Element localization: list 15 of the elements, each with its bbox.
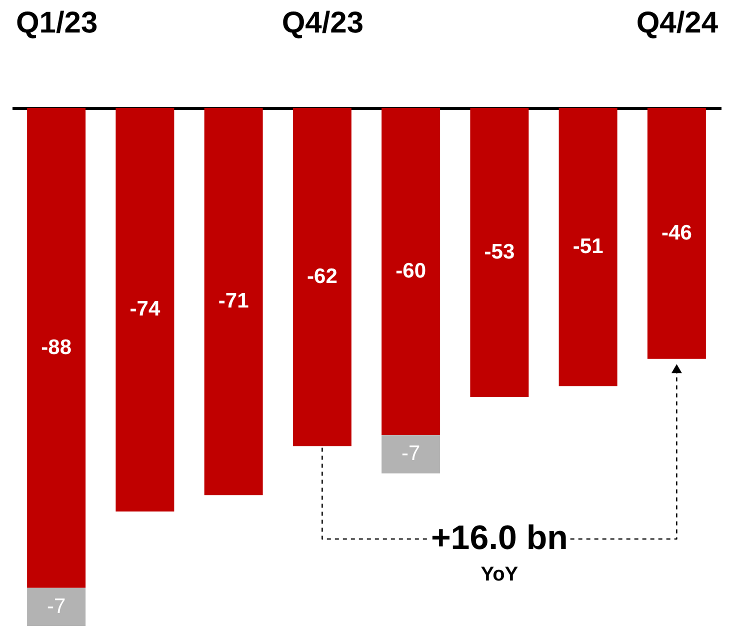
x-tick-label: Q1/23	[16, 6, 98, 40]
data-label: -7	[46, 594, 66, 618]
data-label: -46	[662, 221, 692, 244]
data-label: -7	[401, 442, 420, 466]
data-label: -51	[572, 235, 604, 258]
data-label: -74	[130, 298, 160, 321]
data-label: -60	[396, 260, 426, 283]
x-tick-label: Q4/23	[282, 6, 364, 40]
data-label: -88	[41, 336, 72, 359]
data-label: -53	[484, 240, 515, 264]
annotation: +16.0 bn	[430, 518, 568, 557]
annotation: YoY	[480, 563, 519, 586]
data-label: -62	[307, 265, 338, 288]
data-label: -71	[218, 290, 250, 313]
x-tick-label: Q4/24	[636, 6, 718, 40]
